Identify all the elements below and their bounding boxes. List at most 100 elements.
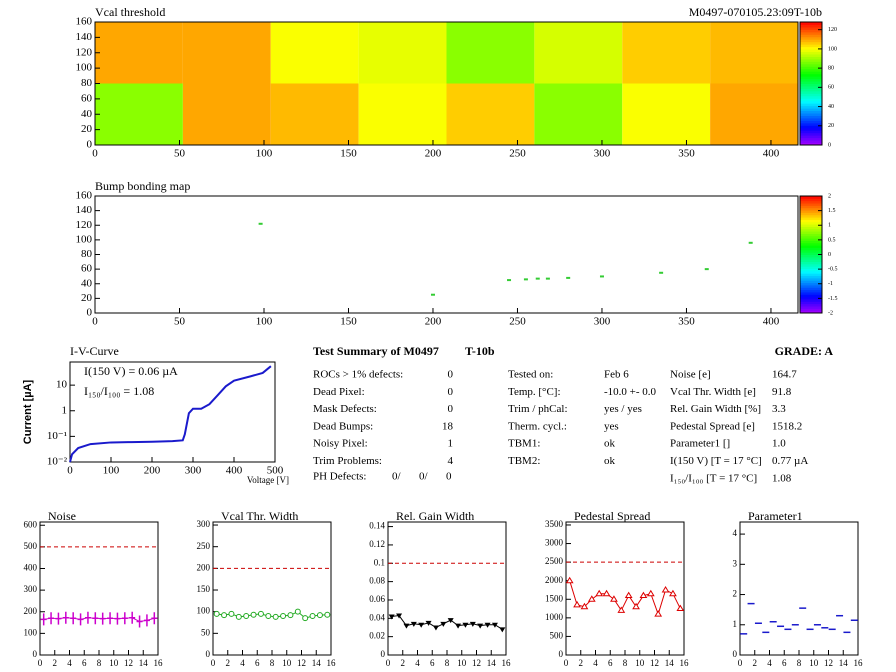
colorbar-cell [800,125,822,129]
y-tick-label: 0.06 [369,594,385,604]
summary-value: Feb 6 [604,369,629,381]
marker [324,611,331,618]
frame [94,195,799,314]
marker [565,576,574,584]
x-tick-label: 50 [174,316,186,328]
y-tick-label: 80 [81,77,93,89]
summary-label: Pedestal Spread [e] [670,420,755,432]
z-tick-label: -1 [828,281,833,287]
marker [595,589,604,597]
summary-value: 1.0 [772,438,786,450]
x-tick-label: 10 [282,658,292,668]
colorbar-cell [800,46,822,50]
y-tick-label: 0.12 [369,539,385,549]
y-tick-label: 500 [24,541,38,551]
x-tick-label: 150 [340,148,357,160]
colorbar-cell [800,140,822,144]
z-tick-label: 0 [828,142,831,148]
colorbar-frame [799,21,823,146]
y-tick-label: 0 [559,649,564,659]
x-tick-label: 10 [457,658,467,668]
summary-label: Rel. Gain Width [%] [670,403,761,415]
y-tick-label: 200 [197,562,211,572]
colorbar-cell [800,81,822,84]
z-tick-label: 0.5 [828,237,836,243]
x-tick-label: 300 [594,148,611,160]
colorbar-cell [800,217,822,220]
x-tick-label: 0 [38,658,43,668]
colorbar-cell [800,63,822,67]
colorbar-cell [800,127,822,131]
colorbar-cell [800,41,822,45]
ph-value: 0 [446,471,452,483]
marker [447,618,454,624]
marker [676,604,685,612]
colorbar-cell [800,71,822,75]
frame [212,521,332,656]
colorbar-cell [800,252,822,255]
marker [294,608,301,615]
summary-label: Parameter1 [] [670,438,730,450]
y-tick-label: 150 [197,584,211,594]
marker [55,612,62,625]
x-tick-label: 200 [425,316,442,328]
grade: GRADE: A [775,344,834,358]
x-tick-label: 14 [839,658,849,668]
x-tick-label: 0 [92,316,98,328]
x-tick-label: 400 [226,465,243,477]
heat-cell [622,83,711,145]
x-tick-label: 6 [82,658,87,668]
y-tick-label: 140 [76,204,93,216]
colorbar-cell [800,294,822,298]
y-tick-label: 100 [197,606,211,616]
x-tick-label: 0 [92,148,98,160]
summary-value: 0 [448,369,454,381]
y-tick-label: 160 [76,190,93,202]
x-tick-label: 2 [579,658,584,668]
marker [432,625,439,631]
summary-value: 18 [442,420,454,432]
y-tick-label: 0.08 [369,576,385,586]
heat-cell [95,83,183,145]
colorbar-cell [800,58,822,62]
marker [410,621,417,627]
x-tick-label: 14 [665,658,675,668]
y-tick-label: 1 [62,404,68,416]
marker [388,614,395,620]
y-tick-label: 3 [733,558,738,568]
x-tick-label: 8 [623,658,628,668]
x-tick-label: 0 [67,465,73,477]
colorbar-cell [800,90,822,94]
x-tick-label: 0 [386,658,391,668]
x-tick-label: 16 [327,658,337,668]
x-tick-label: 12 [650,658,659,668]
x-tick-label: 6 [430,658,435,668]
colorbar-cell [800,51,822,55]
colorbar-cell [800,137,822,141]
summary-value: 164.7 [772,369,797,381]
marker [136,615,143,628]
heat-cell [710,83,798,145]
summary-label: Mask Defects: [313,403,377,415]
x-tick-label: 4 [767,658,772,668]
colorbar-cell [800,130,822,134]
colorbar-cell [800,113,822,116]
z-tick-label: -2 [828,310,833,316]
summary-label: Noisy Pixel: [313,438,368,450]
colorbar-cell [800,66,822,70]
frame [387,521,507,656]
x-tick-label: 200 [425,148,442,160]
y-tick-label: 0.04 [369,612,385,622]
summary-value: 1.08 [772,472,792,484]
colorbar-cell [800,203,822,206]
colorbar-cell [800,282,822,286]
chart-title: Parameter1 [748,509,803,523]
summary-value: ok [604,455,616,467]
point [258,222,263,225]
colorbar-cell [800,212,822,216]
colorbar-cell [800,103,822,107]
marker [624,591,633,599]
marker [77,613,84,626]
x-tick-label: 16 [502,658,512,668]
x-axis-label: Voltage [V] [247,475,289,485]
